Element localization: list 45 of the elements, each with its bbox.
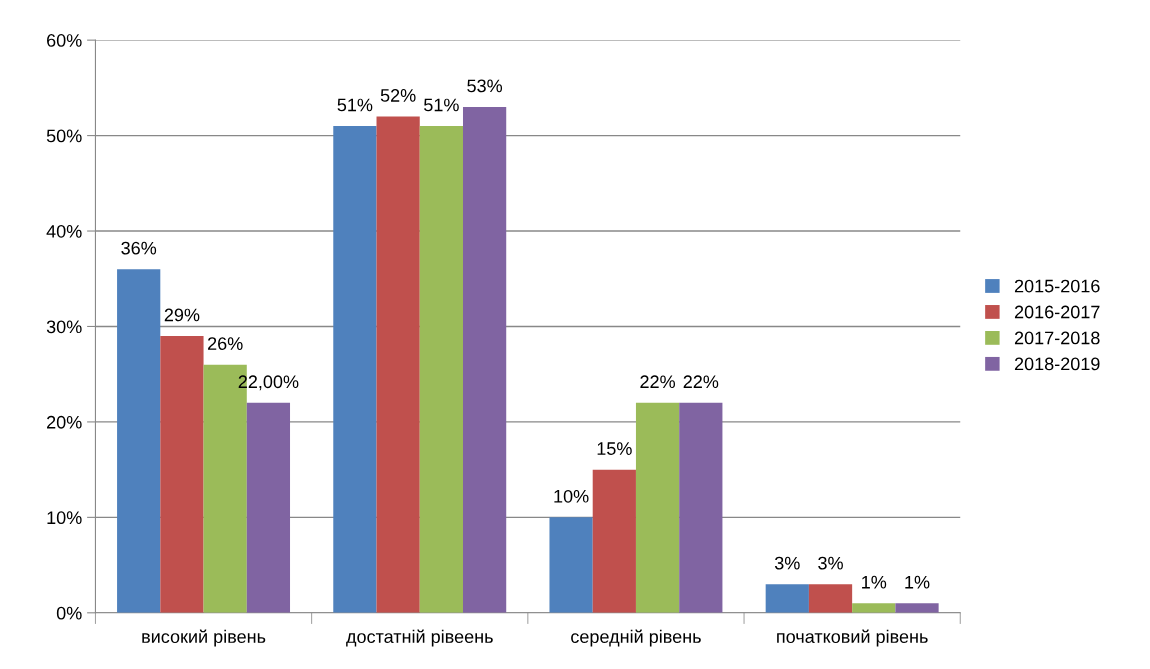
legend-label: 2015-2016	[1014, 279, 1100, 293]
y-tick-label: 40%	[46, 224, 82, 238]
data-label: 15%	[597, 442, 632, 455]
legend-label: 2017-2018	[1014, 331, 1100, 345]
y-tick-label: 60%	[47, 34, 82, 47]
data-label: 3%	[774, 556, 800, 570]
bar	[808, 584, 853, 613]
bar	[117, 269, 161, 613]
y-tick-label: 30%	[46, 320, 82, 334]
bar	[852, 603, 896, 613]
x-tick-label: високий рівень	[142, 629, 266, 647]
data-label: 1%	[905, 575, 930, 589]
bar	[376, 116, 420, 613]
y-tick-label: 0%	[56, 606, 82, 620]
y-tick-label: 10%	[47, 511, 82, 525]
data-label: 36%	[121, 241, 157, 255]
bar	[549, 517, 593, 613]
data-label: 53%	[467, 79, 503, 93]
bar	[592, 469, 636, 613]
data-label: 1%	[862, 575, 887, 589]
data-label: 52%	[380, 89, 416, 102]
x-tick-label: середній рівень	[571, 629, 701, 647]
bar	[160, 336, 204, 613]
bar	[333, 126, 377, 613]
bar	[635, 402, 680, 613]
bar	[419, 126, 463, 613]
data-label: 51%	[424, 98, 459, 112]
x-tick-label: початковий рівень	[777, 629, 928, 647]
legend-label: 2016-2017	[1014, 305, 1100, 319]
data-label: 51%	[337, 98, 373, 112]
data-label: 3%	[818, 556, 843, 570]
legend-label: 2018-2019	[1014, 357, 1100, 371]
data-label: 26%	[208, 337, 243, 350]
bar	[895, 603, 939, 613]
y-tick-label: 50%	[46, 129, 82, 143]
data-label: 22%	[640, 375, 675, 389]
bar	[246, 402, 291, 613]
x-tick-label: достатній рівеень	[346, 629, 493, 647]
bar	[765, 584, 809, 613]
y-tick-label: 20%	[47, 415, 82, 429]
data-label: 29%	[164, 308, 200, 322]
data-label: 22%	[683, 375, 719, 389]
bar	[462, 106, 507, 613]
data-label: 10%	[554, 489, 589, 503]
bar	[679, 402, 723, 613]
